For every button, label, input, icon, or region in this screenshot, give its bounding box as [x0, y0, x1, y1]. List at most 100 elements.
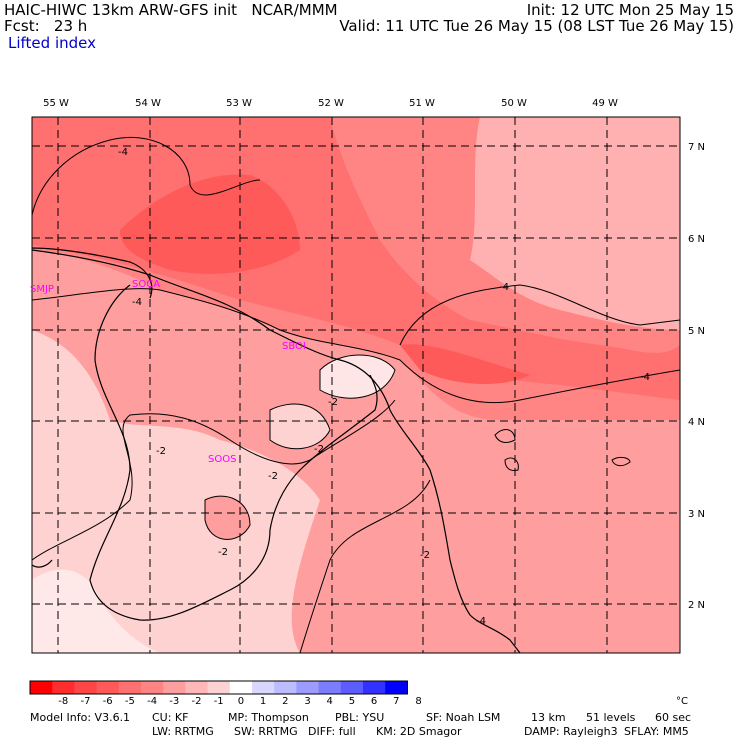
field-pale-sw	[32, 330, 320, 653]
shaded-field	[32, 117, 680, 653]
contour-label: -2	[420, 550, 430, 561]
colorbar-tick-labels: -8 -7 -6 -5 -4 -3 -2 -1 0 1 2 3 4 5 6 7 8	[58, 696, 421, 707]
colorbar-swatch	[118, 681, 142, 694]
contour-line	[611, 456, 631, 467]
colorbar-tick-label: -1	[214, 696, 224, 707]
contour-line	[299, 479, 431, 653]
lon-label: 49 W	[592, 98, 618, 109]
station-label: SOCA	[132, 279, 160, 290]
colorbar-swatch	[207, 681, 231, 694]
forecast-hour: Fcst: 23 h	[4, 17, 88, 35]
colorbar-swatch	[185, 681, 209, 694]
footer-damp: DAMP: Rayleigh3	[524, 725, 618, 738]
contour-label: -2	[268, 471, 278, 482]
contour-line	[32, 288, 680, 404]
station-labels: SMJP SOCA SBOI SOOS	[30, 279, 306, 465]
valid-time: Valid: 11 UTC Tue 26 May 15 (08 LST Tue …	[339, 17, 734, 35]
field-whitish-sw	[32, 569, 160, 653]
contour-line	[504, 457, 519, 471]
footer-pbl: PBL: YSU	[335, 711, 385, 724]
colorbar	[29, 680, 408, 695]
lon-label: 55 W	[43, 98, 69, 109]
footer-cu: CU: KF	[152, 711, 189, 724]
colorbar-tick-label: -7	[81, 696, 91, 707]
colorbar-swatch	[252, 681, 275, 694]
colorbar-tick-label: -8	[58, 696, 68, 707]
contour-label: -2	[156, 446, 166, 457]
station-label: SBOI	[282, 341, 306, 352]
field-core-east	[400, 344, 530, 385]
plot-frame	[31, 116, 681, 654]
footer-diff: DIFF: full	[308, 725, 356, 738]
footer-sw: SW: RRTMG	[234, 725, 298, 738]
boundaries	[32, 247, 521, 653]
coastline	[32, 249, 391, 411]
field-pale-coast	[320, 355, 395, 399]
field-core-nw	[120, 174, 300, 274]
border-line	[89, 284, 378, 621]
colorbar-swatch	[141, 681, 164, 694]
field-pale-patch	[270, 404, 330, 449]
footer-levels: 51 levels	[586, 711, 636, 724]
init-time: Init: 12 UTC Mon 25 May 15	[526, 1, 734, 19]
lon-label: 52 W	[318, 98, 344, 109]
contour-label: -2	[314, 444, 324, 455]
colorbar-tick-label: 4	[327, 696, 333, 707]
colorbar-unit: °C	[676, 696, 688, 707]
border-line	[32, 247, 153, 299]
contour-line	[269, 403, 331, 450]
contour-label: -4	[118, 147, 128, 158]
footer-timestep: 60 sec	[655, 711, 692, 724]
colorbar-tick-label: -6	[103, 696, 113, 707]
footer-resolution: 13 km	[531, 711, 566, 724]
contour-label: -4	[132, 297, 142, 308]
station-label: SOOS	[208, 454, 236, 465]
lat-label: 6 N	[688, 234, 705, 245]
footer-model-info: Model Info: V3.6.1	[30, 711, 131, 724]
colorbar-tick-label: -4	[147, 696, 157, 707]
colorbar-swatch	[30, 681, 53, 694]
lon-labels: 55 W 54 W 53 W 52 W 51 W 50 W 49 W	[43, 98, 618, 109]
colorbar-tick-label: 1	[260, 696, 266, 707]
lat-label: 3 N	[688, 509, 705, 520]
contour-label: -2	[328, 397, 338, 408]
colorbar-swatch	[318, 681, 342, 694]
lat-label: 2 N	[688, 600, 705, 611]
colorbar-swatch	[363, 681, 386, 694]
colorbar-swatch	[163, 681, 186, 694]
colorbar-swatch	[52, 681, 75, 694]
colorbar-tick-label: 3	[304, 696, 310, 707]
colorbar-frame	[29, 680, 408, 695]
colorbar-swatch	[385, 681, 408, 694]
colorbar-swatch	[74, 681, 98, 694]
lon-label: 53 W	[226, 98, 252, 109]
colorbar-tick-label: 8	[415, 696, 421, 707]
lat-label: 5 N	[688, 326, 705, 337]
contour-label: -4	[640, 372, 650, 383]
border-line	[389, 409, 521, 653]
colorbar-tick-label: -5	[125, 696, 135, 707]
footer-mp: MP: Thompson	[228, 711, 309, 724]
colorbar-tick-label: 6	[371, 696, 377, 707]
station-label: SMJP	[30, 284, 54, 295]
lat-labels: 7 N 6 N 5 N 4 N 3 N 2 N	[688, 142, 705, 611]
contour-label: -4	[476, 616, 486, 627]
contour-value-labels: -4 -4 -4 -4 -4 -2 -2 -2 -2 -2 -2	[118, 147, 650, 627]
colorbar-tick-label: 0	[238, 696, 244, 707]
colorbar-tick-label: 2	[282, 696, 288, 707]
lon-label: 51 W	[409, 98, 435, 109]
colorbar-swatch	[274, 681, 297, 694]
field-name: Lifted index	[8, 34, 96, 52]
footer-sflay: SFLAY: MM5	[624, 725, 689, 738]
lat-lon-grid	[32, 117, 680, 653]
lat-label: 4 N	[688, 417, 705, 428]
contour-line	[494, 429, 516, 443]
footer-lw: LW: RRTMG	[152, 725, 214, 738]
field-light-ne	[470, 117, 680, 330]
colorbar-tick-label: -2	[192, 696, 202, 707]
plot-title: HAIC-HIWC 13km ARW-GFS init NCAR/MMM	[4, 1, 338, 19]
colorbar-swatch	[340, 681, 364, 694]
contour-line	[204, 495, 251, 540]
lat-label: 7 N	[688, 142, 705, 153]
lon-label: 50 W	[501, 98, 527, 109]
